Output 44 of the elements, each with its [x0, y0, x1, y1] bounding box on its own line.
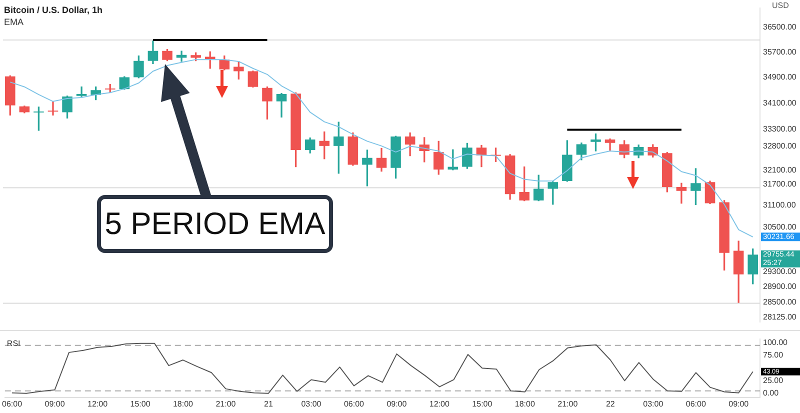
x-tick-label: 03:00 [301, 399, 322, 408]
y-tick-label: 30500.00 [763, 222, 797, 232]
x-tick-label: 03:00 [643, 399, 664, 408]
x-tick-label: 09:00 [728, 399, 750, 408]
y-tick-label: 100.00 [763, 338, 788, 348]
x-tick-label: 09:00 [386, 399, 408, 408]
x-tick-label: 06:00 [344, 399, 365, 408]
candlestick [676, 182, 687, 204]
x-tick-label: 22 [606, 399, 616, 408]
y-tick-label: 34100.00 [763, 98, 797, 108]
text: EMA [4, 16, 25, 28]
x-tick-label: 21:00 [216, 399, 236, 408]
y-tick-label: 75.00 [763, 350, 784, 360]
chart-title: Bitcoin / U.S. Dollar, 1h [4, 4, 103, 16]
y-tick-label: 29300.00 [763, 266, 797, 276]
x-tick-label: 09:00 [44, 399, 66, 408]
x-tick-label: 18:00 [514, 399, 536, 408]
y-tick-label: 32100.00 [763, 165, 797, 174]
y-tick-label: 0.00 [763, 388, 780, 398]
y-tick-label: 32800.00 [763, 141, 797, 150]
candlestick [76, 86, 87, 97]
x-tick-label: 12:00 [88, 399, 108, 408]
y-tick-label: 31100.00 [763, 200, 796, 210]
y-tick-label: 34900.00 [763, 72, 797, 82]
x-tick-label: 21:00 [558, 399, 578, 408]
y-tick-label: 25.00 [763, 376, 784, 385]
y-tick-label: 31700.00 [763, 179, 797, 188]
y-tick-label: 28125.00 [763, 312, 797, 322]
x-tick-label: 18:00 [172, 399, 194, 408]
y-tick-label: 28500.00 [763, 298, 797, 307]
candlestick [48, 101, 58, 116]
x-tick-label: 15:00 [130, 399, 151, 408]
annotation: 5 PERIOD EMA [97, 195, 333, 253]
x-tick-label: 12:00 [429, 399, 450, 408]
y-tick-label: 36500.00 [763, 22, 797, 32]
x-tick-label: 06:00 [2, 399, 23, 408]
y-tick-label: 33300.00 [763, 124, 797, 134]
text: USD [772, 1, 790, 10]
x-tick-label: 06:00 [686, 399, 706, 408]
y-tick-label: 35700.00 [763, 47, 797, 56]
x-tick-label: 21 [264, 399, 274, 408]
text: RSI [6, 339, 20, 348]
y-tick-label: 28900.00 [763, 282, 797, 292]
x-tick-label: 15:00 [472, 399, 493, 408]
